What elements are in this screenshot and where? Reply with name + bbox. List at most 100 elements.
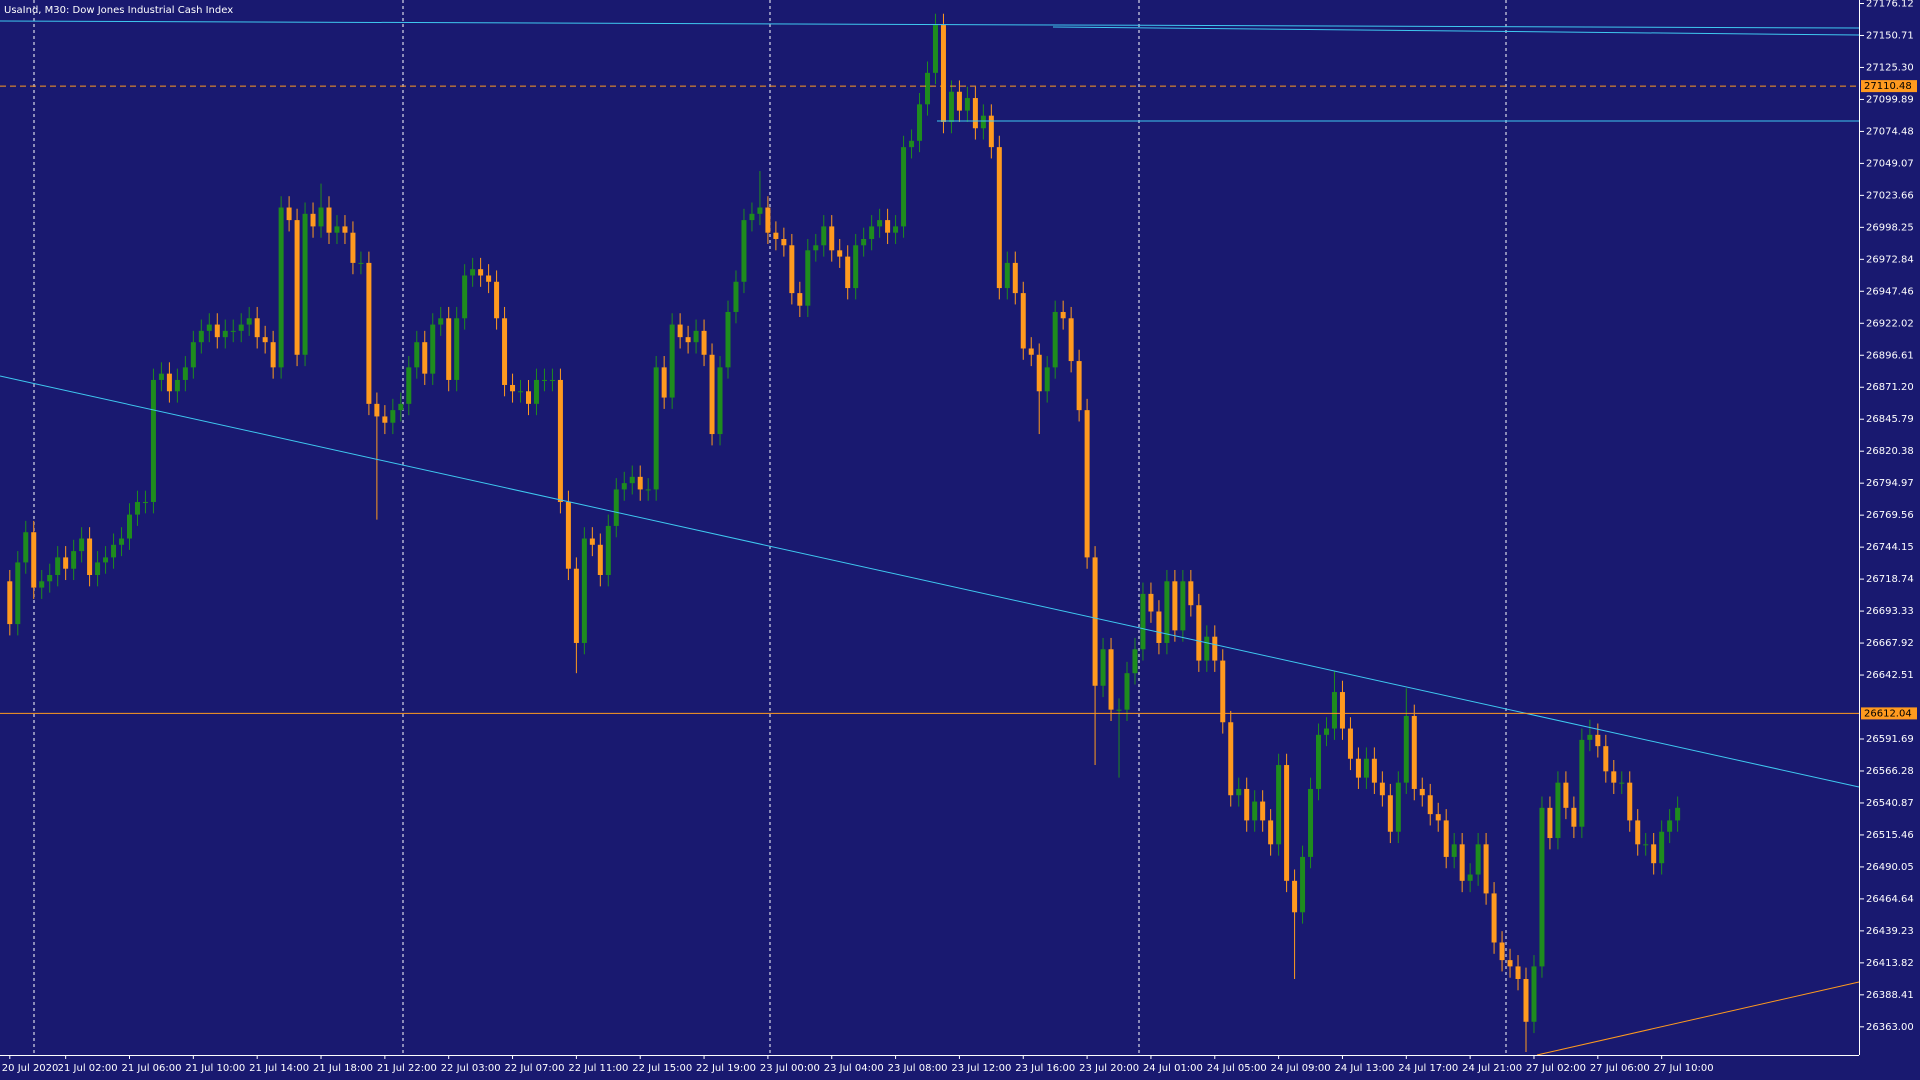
candle-body bbox=[781, 238, 787, 246]
candle-body bbox=[557, 379, 563, 503]
y-tick-label: 26490.05 bbox=[1866, 862, 1914, 873]
candle-body bbox=[1292, 880, 1298, 913]
candle-body bbox=[677, 324, 683, 338]
y-tick-label: 26820.38 bbox=[1866, 446, 1914, 457]
candle-body bbox=[111, 544, 117, 558]
y-tick-label: 26845.79 bbox=[1866, 414, 1914, 425]
candle-body bbox=[1547, 807, 1553, 839]
candle-body bbox=[238, 324, 244, 331]
candle-body bbox=[637, 476, 643, 490]
candle-body bbox=[95, 562, 101, 576]
day-separators bbox=[33, 0, 1507, 1055]
candle-body bbox=[1443, 820, 1449, 857]
price-label-box bbox=[1861, 707, 1917, 720]
candle-body bbox=[956, 91, 962, 111]
candle-body bbox=[581, 538, 587, 643]
candle-body bbox=[1403, 715, 1409, 783]
candle-body bbox=[127, 514, 132, 539]
candle-body bbox=[1308, 788, 1314, 857]
candle-body bbox=[1068, 318, 1074, 362]
candle-body bbox=[988, 115, 994, 148]
x-tick-label: 24 Jul 05:00 bbox=[1207, 1063, 1267, 1074]
y-tick-label: 27023.66 bbox=[1866, 190, 1914, 201]
candle-body bbox=[23, 532, 29, 563]
x-tick-label: 21 Jul 18:00 bbox=[313, 1063, 373, 1074]
candle-body bbox=[1355, 758, 1361, 778]
candle-body bbox=[541, 379, 547, 381]
candle-body bbox=[150, 379, 156, 503]
y-tick-label: 26464.64 bbox=[1866, 894, 1914, 905]
candle-body bbox=[1667, 820, 1673, 832]
candle-body bbox=[869, 226, 875, 239]
candle-body bbox=[917, 104, 923, 141]
candle-body bbox=[166, 373, 172, 392]
price-label-box bbox=[1861, 80, 1917, 93]
candle-body bbox=[1164, 581, 1170, 643]
candle-body bbox=[190, 342, 196, 368]
candle-body bbox=[1140, 593, 1146, 650]
candle-body bbox=[717, 367, 723, 435]
candle-body bbox=[1675, 807, 1681, 821]
candle-body bbox=[621, 483, 627, 490]
candle-body bbox=[980, 115, 986, 129]
candle-body bbox=[1100, 649, 1106, 686]
candle-body bbox=[63, 557, 69, 569]
x-tick-label: 22 Jul 07:00 bbox=[505, 1063, 565, 1074]
candle-body bbox=[39, 581, 45, 588]
y-tick-label: 26718.74 bbox=[1866, 574, 1914, 585]
candle-body bbox=[1611, 771, 1617, 783]
candle-body bbox=[302, 213, 308, 355]
candle-body bbox=[885, 220, 891, 233]
candle-body bbox=[972, 98, 978, 129]
candle-body bbox=[510, 384, 516, 392]
price-label: 27110.48 bbox=[1864, 81, 1912, 92]
candle-body bbox=[1595, 734, 1601, 747]
candle-body bbox=[1132, 649, 1138, 674]
x-tick-label: 23 Jul 20:00 bbox=[1079, 1063, 1139, 1074]
candle-body bbox=[1467, 874, 1473, 881]
candle-body bbox=[645, 489, 651, 491]
candle-body bbox=[134, 502, 140, 515]
candle-body bbox=[1004, 262, 1010, 289]
y-tick-label: 26363.00 bbox=[1866, 1022, 1914, 1033]
candle-body bbox=[1523, 978, 1529, 1022]
candle-body bbox=[71, 551, 77, 569]
candle-body bbox=[589, 538, 595, 545]
candle-body bbox=[462, 275, 468, 319]
candle-body bbox=[1331, 692, 1337, 729]
y-tick-label: 26871.20 bbox=[1866, 382, 1914, 393]
candle-body bbox=[837, 250, 843, 257]
chart-title: UsaInd, M30: Dow Jones Industrial Cash I… bbox=[4, 5, 233, 16]
candle-body bbox=[821, 226, 827, 246]
candle-body bbox=[1116, 709, 1122, 711]
candle-body bbox=[932, 25, 938, 73]
candle-body bbox=[853, 245, 859, 289]
drawings bbox=[0, 20, 1860, 1056]
x-tick-label: 22 Jul 15:00 bbox=[632, 1063, 692, 1074]
y-tick-label: 27125.30 bbox=[1866, 62, 1914, 73]
candle-body bbox=[1387, 795, 1393, 832]
candle-body bbox=[478, 269, 484, 276]
y-tick-label: 26413.82 bbox=[1866, 958, 1914, 969]
candle-body bbox=[701, 330, 707, 355]
candle-body bbox=[1395, 782, 1401, 832]
candle-body bbox=[685, 337, 691, 343]
candle-body bbox=[845, 256, 851, 289]
candle-body bbox=[805, 250, 811, 306]
y-tick-label: 26896.61 bbox=[1866, 350, 1914, 361]
candle-body bbox=[1180, 581, 1186, 631]
candle-body bbox=[605, 525, 611, 576]
candle-body bbox=[597, 544, 603, 576]
candle-body bbox=[47, 575, 53, 582]
x-tick-label: 21 Jul 06:00 bbox=[122, 1063, 182, 1074]
candle-body bbox=[1268, 820, 1274, 845]
candle-body bbox=[1339, 692, 1345, 729]
candle-body bbox=[1220, 660, 1226, 723]
candle-body bbox=[342, 226, 348, 233]
candle-body bbox=[1300, 856, 1306, 913]
trend-line bbox=[1052, 26, 1860, 36]
candle-body bbox=[230, 330, 236, 332]
x-tick-label: 23 Jul 04:00 bbox=[824, 1063, 884, 1074]
candle-body bbox=[1052, 311, 1058, 368]
y-tick-label: 27176.12 bbox=[1866, 0, 1914, 9]
